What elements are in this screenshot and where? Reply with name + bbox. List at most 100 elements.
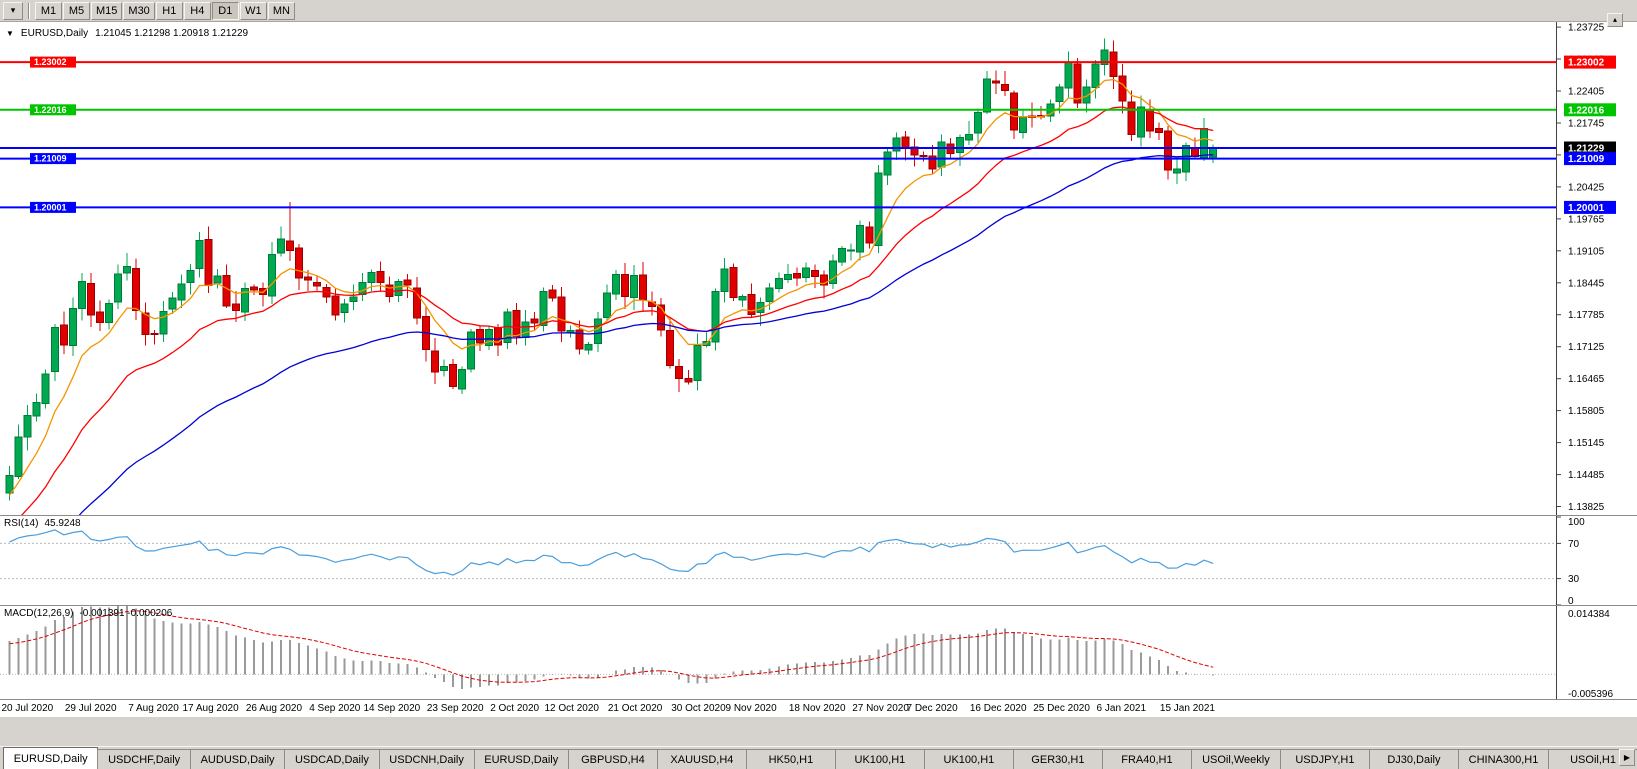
timeframe-button-d1[interactable]: D1 (211, 1, 239, 20)
chart-tab-14-usdjpy-h1[interactable]: USDJPY,H1 (1279, 749, 1370, 769)
svg-text:1.20425: 1.20425 (1568, 182, 1605, 193)
date-axis-label: 2 Oct 2020 (490, 703, 540, 714)
chart-tab-2-audusd-daily[interactable]: AUDUSD,Daily (189, 749, 286, 769)
chart-tab-11-ger30-h1[interactable]: GER30,H1 (1012, 749, 1103, 769)
timeframe-toolbar: ▾ M1 M5 M15 M30 H1 H4 D1 W1 MN (0, 0, 1637, 22)
toolbar-overflow-button[interactable]: ▴ (1607, 13, 1623, 27)
date-axis-label: 12 Oct 2020 (544, 703, 599, 714)
chart-symbol-period-label: EURUSD,Daily (20, 28, 89, 39)
date-axis-label: 17 Aug 2020 (182, 703, 239, 714)
rsi-name: RSI(14) (4, 518, 39, 529)
price-chart-panel: 1.237251.230651.224051.217451.210851.204… (0, 22, 1637, 515)
date-axis-label: 6 Jan 2021 (1096, 703, 1147, 714)
macd-canvas[interactable]: 0.014384 -0.005396 (0, 606, 1637, 699)
svg-text:1.21229: 1.21229 (1568, 144, 1605, 155)
svg-text:1.17785: 1.17785 (1568, 310, 1605, 321)
svg-text:1.21009: 1.21009 (34, 154, 67, 164)
overflow-arrow-icon: ▴ (1612, 15, 1617, 24)
rsi-canvas[interactable]: 100 70 30 0 (0, 516, 1637, 605)
date-axis-label: 7 Aug 2020 (128, 703, 179, 714)
svg-text:1.15805: 1.15805 (1568, 406, 1605, 417)
chart-tab-16-china300-h1[interactable]: CHINA300,H1 (1457, 749, 1550, 769)
chart-list-dropdown-button[interactable]: ▾ (3, 1, 23, 20)
date-axis-label: 27 Nov 2020 (852, 703, 909, 714)
date-axis-label: 15 Jan 2021 (1159, 703, 1215, 714)
svg-text:1.22405: 1.22405 (1568, 87, 1605, 98)
svg-text:1.22016: 1.22016 (34, 105, 67, 115)
macd-values: -0.001391 -0.000206 (79, 608, 173, 619)
chart-window: 1.237251.230651.224051.217451.210851.204… (0, 22, 1637, 717)
date-axis[interactable]: 20 Jul 2020 29 Jul 2020 7 Aug 2020 17 Aug 2… (0, 699, 1637, 717)
chart-tab-3-usdcad-daily[interactable]: USDCAD,Daily (284, 749, 380, 769)
date-axis-label: 25 Dec 2020 (1033, 703, 1090, 714)
scroll-right-arrow-icon: ▶ (1623, 753, 1631, 762)
svg-text:1.21745: 1.21745 (1568, 119, 1605, 130)
macd-label: MACD(12,26,9) -0.001391 -0.000206 (4, 608, 172, 619)
chart-tab-15-dj30-daily[interactable]: DJ30,Daily (1368, 749, 1459, 769)
timeframe-button-m30[interactable]: M30 (123, 1, 155, 20)
chart-ohlc-line: ▼ EURUSD,Daily 1.21045 1.21298 1.20918 1… (6, 28, 248, 39)
date-axis-label: 29 Jul 2020 (64, 703, 117, 714)
svg-text:1.20001: 1.20001 (34, 202, 67, 212)
timeframe-button-m15[interactable]: M15 (91, 1, 123, 20)
price-chart-canvas[interactable]: 1.237251.230651.224051.217451.210851.204… (0, 22, 1637, 515)
timeframe-button-group: M1 M5 M15 M30 H1 H4 D1 W1 MN (35, 1, 295, 20)
svg-text:30: 30 (1568, 574, 1580, 585)
svg-text:0.014384: 0.014384 (1568, 609, 1610, 620)
svg-text:-0.005396: -0.005396 (1568, 689, 1613, 699)
date-axis-label: 4 Sep 2020 (309, 703, 361, 714)
chart-tab-4-usdcnh-daily[interactable]: USDCNH,Daily (378, 749, 475, 769)
svg-text:100: 100 (1568, 517, 1585, 528)
chart-tab-17-usoil-h1[interactable]: USOil,H1 (1548, 749, 1637, 769)
svg-text:1.23002: 1.23002 (34, 57, 67, 67)
macd-indicator-panel: 0.014384 -0.005396 MACD(12,26,9) -0.00139… (0, 605, 1637, 699)
one-click-trading-arrow-icon[interactable]: ▼ (6, 29, 14, 38)
macd-name: MACD(12,26,9) (4, 608, 74, 619)
svg-text:0: 0 (1568, 596, 1574, 605)
rsi-label: RSI(14) 45.9248 (4, 518, 81, 529)
svg-text:1.16465: 1.16465 (1568, 374, 1605, 385)
svg-text:1.19765: 1.19765 (1568, 214, 1605, 225)
svg-text:1.15145: 1.15145 (1568, 438, 1605, 449)
chart-tab-8-hk50-h1[interactable]: HK50,H1 (745, 749, 836, 769)
svg-text:1.23725: 1.23725 (1568, 23, 1605, 34)
timeframe-button-m1[interactable]: M1 (35, 1, 62, 20)
date-axis-label: 18 Nov 2020 (788, 703, 846, 714)
svg-text:1.23002: 1.23002 (1568, 58, 1605, 69)
date-axis-label: 16 Dec 2020 (969, 703, 1027, 714)
tab-scroll-right-button[interactable]: ▶ (1619, 749, 1635, 766)
date-axis-label: 9 Nov 2020 (725, 703, 777, 714)
date-axis-label: 23 Sep 2020 (426, 703, 484, 714)
chart-tab-10-uk100-h1[interactable]: UK100,H1 (923, 749, 1014, 769)
toolbar-separator (28, 2, 30, 19)
chart-tab-1-usdchf-daily[interactable]: USDCHF,Daily (97, 749, 191, 769)
timeframe-button-mn[interactable]: MN (267, 1, 295, 20)
date-axis-label: 7 Dec 2020 (906, 703, 958, 714)
dropdown-arrow-icon: ▾ (10, 5, 16, 15)
timeframe-button-h1[interactable]: H1 (155, 1, 183, 20)
chart-tab-9-uk100-h1[interactable]: UK100,H1 (834, 749, 925, 769)
date-axis-label: 20 Jul 2020 (1, 703, 54, 714)
chart-tab-7-xauusd-h4[interactable]: XAUUSD,H4 (656, 749, 747, 769)
chart-tab-0-eurusd-daily[interactable]: EURUSD,Daily (3, 747, 99, 769)
timeframe-button-h4[interactable]: H4 (183, 1, 211, 20)
chart-ohlc-values: 1.21045 1.21298 1.20918 1.21229 (95, 28, 249, 39)
date-axis-label: 14 Sep 2020 (363, 703, 421, 714)
chart-tab-6-gbpusd-h4[interactable]: GBPUSD,H4 (567, 749, 658, 769)
date-axis-label: 26 Aug 2020 (245, 703, 303, 714)
svg-text:1.20001: 1.20001 (1568, 203, 1605, 214)
svg-text:1.21009: 1.21009 (1568, 154, 1605, 165)
chart-tab-5-eurusd-daily[interactable]: EURUSD,Daily (473, 749, 569, 769)
rsi-indicator-panel: 100 70 30 0 RSI(14) 45.9248 (0, 515, 1637, 605)
svg-text:70: 70 (1568, 539, 1580, 550)
chart-tab-12-fra40-h1[interactable]: FRA40,H1 (1101, 749, 1192, 769)
chart-tab-13-usoil-weekly[interactable]: USOil,Weekly (1190, 749, 1281, 769)
svg-text:1.14485: 1.14485 (1568, 470, 1605, 481)
timeframe-button-m5[interactable]: M5 (63, 1, 90, 20)
timeframe-button-w1[interactable]: W1 (239, 1, 267, 20)
chart-tab-bar: EURUSD,Daily USDCHF,Daily AUDUSD,Daily USDC… (0, 746, 1637, 769)
svg-text:1.18445: 1.18445 (1568, 278, 1605, 289)
date-axis-label: 30 Oct 2020 (671, 703, 726, 714)
svg-text:1.19105: 1.19105 (1568, 246, 1605, 257)
svg-text:1.22016: 1.22016 (1568, 105, 1605, 116)
